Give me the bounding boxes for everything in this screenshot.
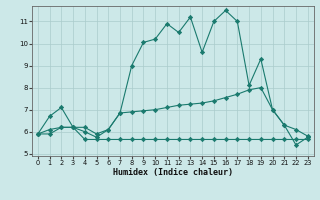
X-axis label: Humidex (Indice chaleur): Humidex (Indice chaleur) — [113, 168, 233, 177]
